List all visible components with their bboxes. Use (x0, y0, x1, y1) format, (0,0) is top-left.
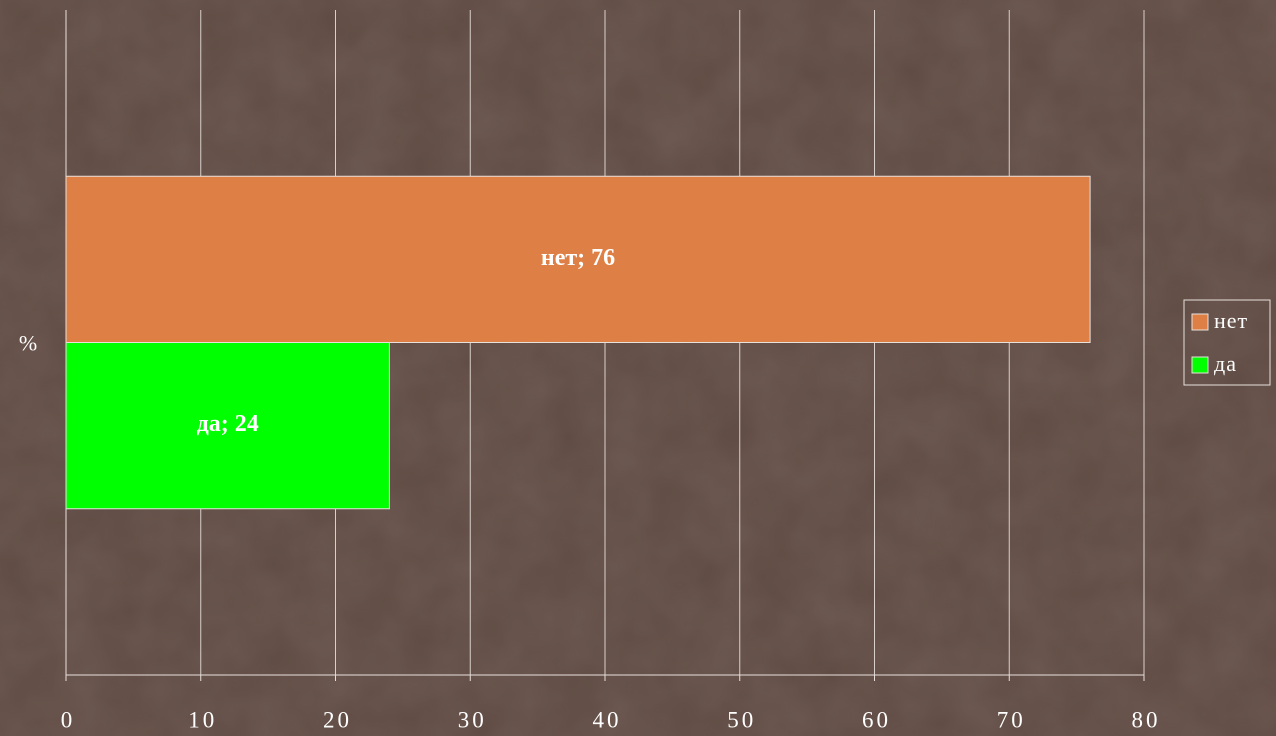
x-tick-label: 0 (61, 707, 76, 732)
bar (65, 342, 390, 510)
x-tick-label: 80 (1132, 707, 1161, 732)
legend-box (1183, 299, 1271, 386)
legend: нет да (1191, 308, 1248, 376)
x-tick-label: 20 (323, 707, 352, 732)
labels: 0 10 20 30 40 50 60 70 80% нет; 76 да; 24 (19, 245, 1161, 732)
legend-swatch (1191, 313, 1209, 331)
bars (65, 175, 1091, 510)
x-tick-label: 50 (727, 707, 756, 732)
data-label: да; 24 (197, 411, 259, 437)
x-tick-label: 30 (458, 707, 487, 732)
data-label: нет; 76 (541, 245, 615, 271)
legend-label: да (1214, 351, 1237, 376)
legend-swatch (1191, 356, 1209, 374)
x-tick-label: 60 (862, 707, 891, 732)
x-tick-label: 70 (997, 707, 1026, 732)
bar (65, 175, 1091, 343)
x-tick-label: 10 (188, 707, 217, 732)
legend-label: нет (1214, 308, 1248, 333)
x-tick-label: 40 (593, 707, 622, 732)
y-tick-label: % (19, 331, 37, 356)
